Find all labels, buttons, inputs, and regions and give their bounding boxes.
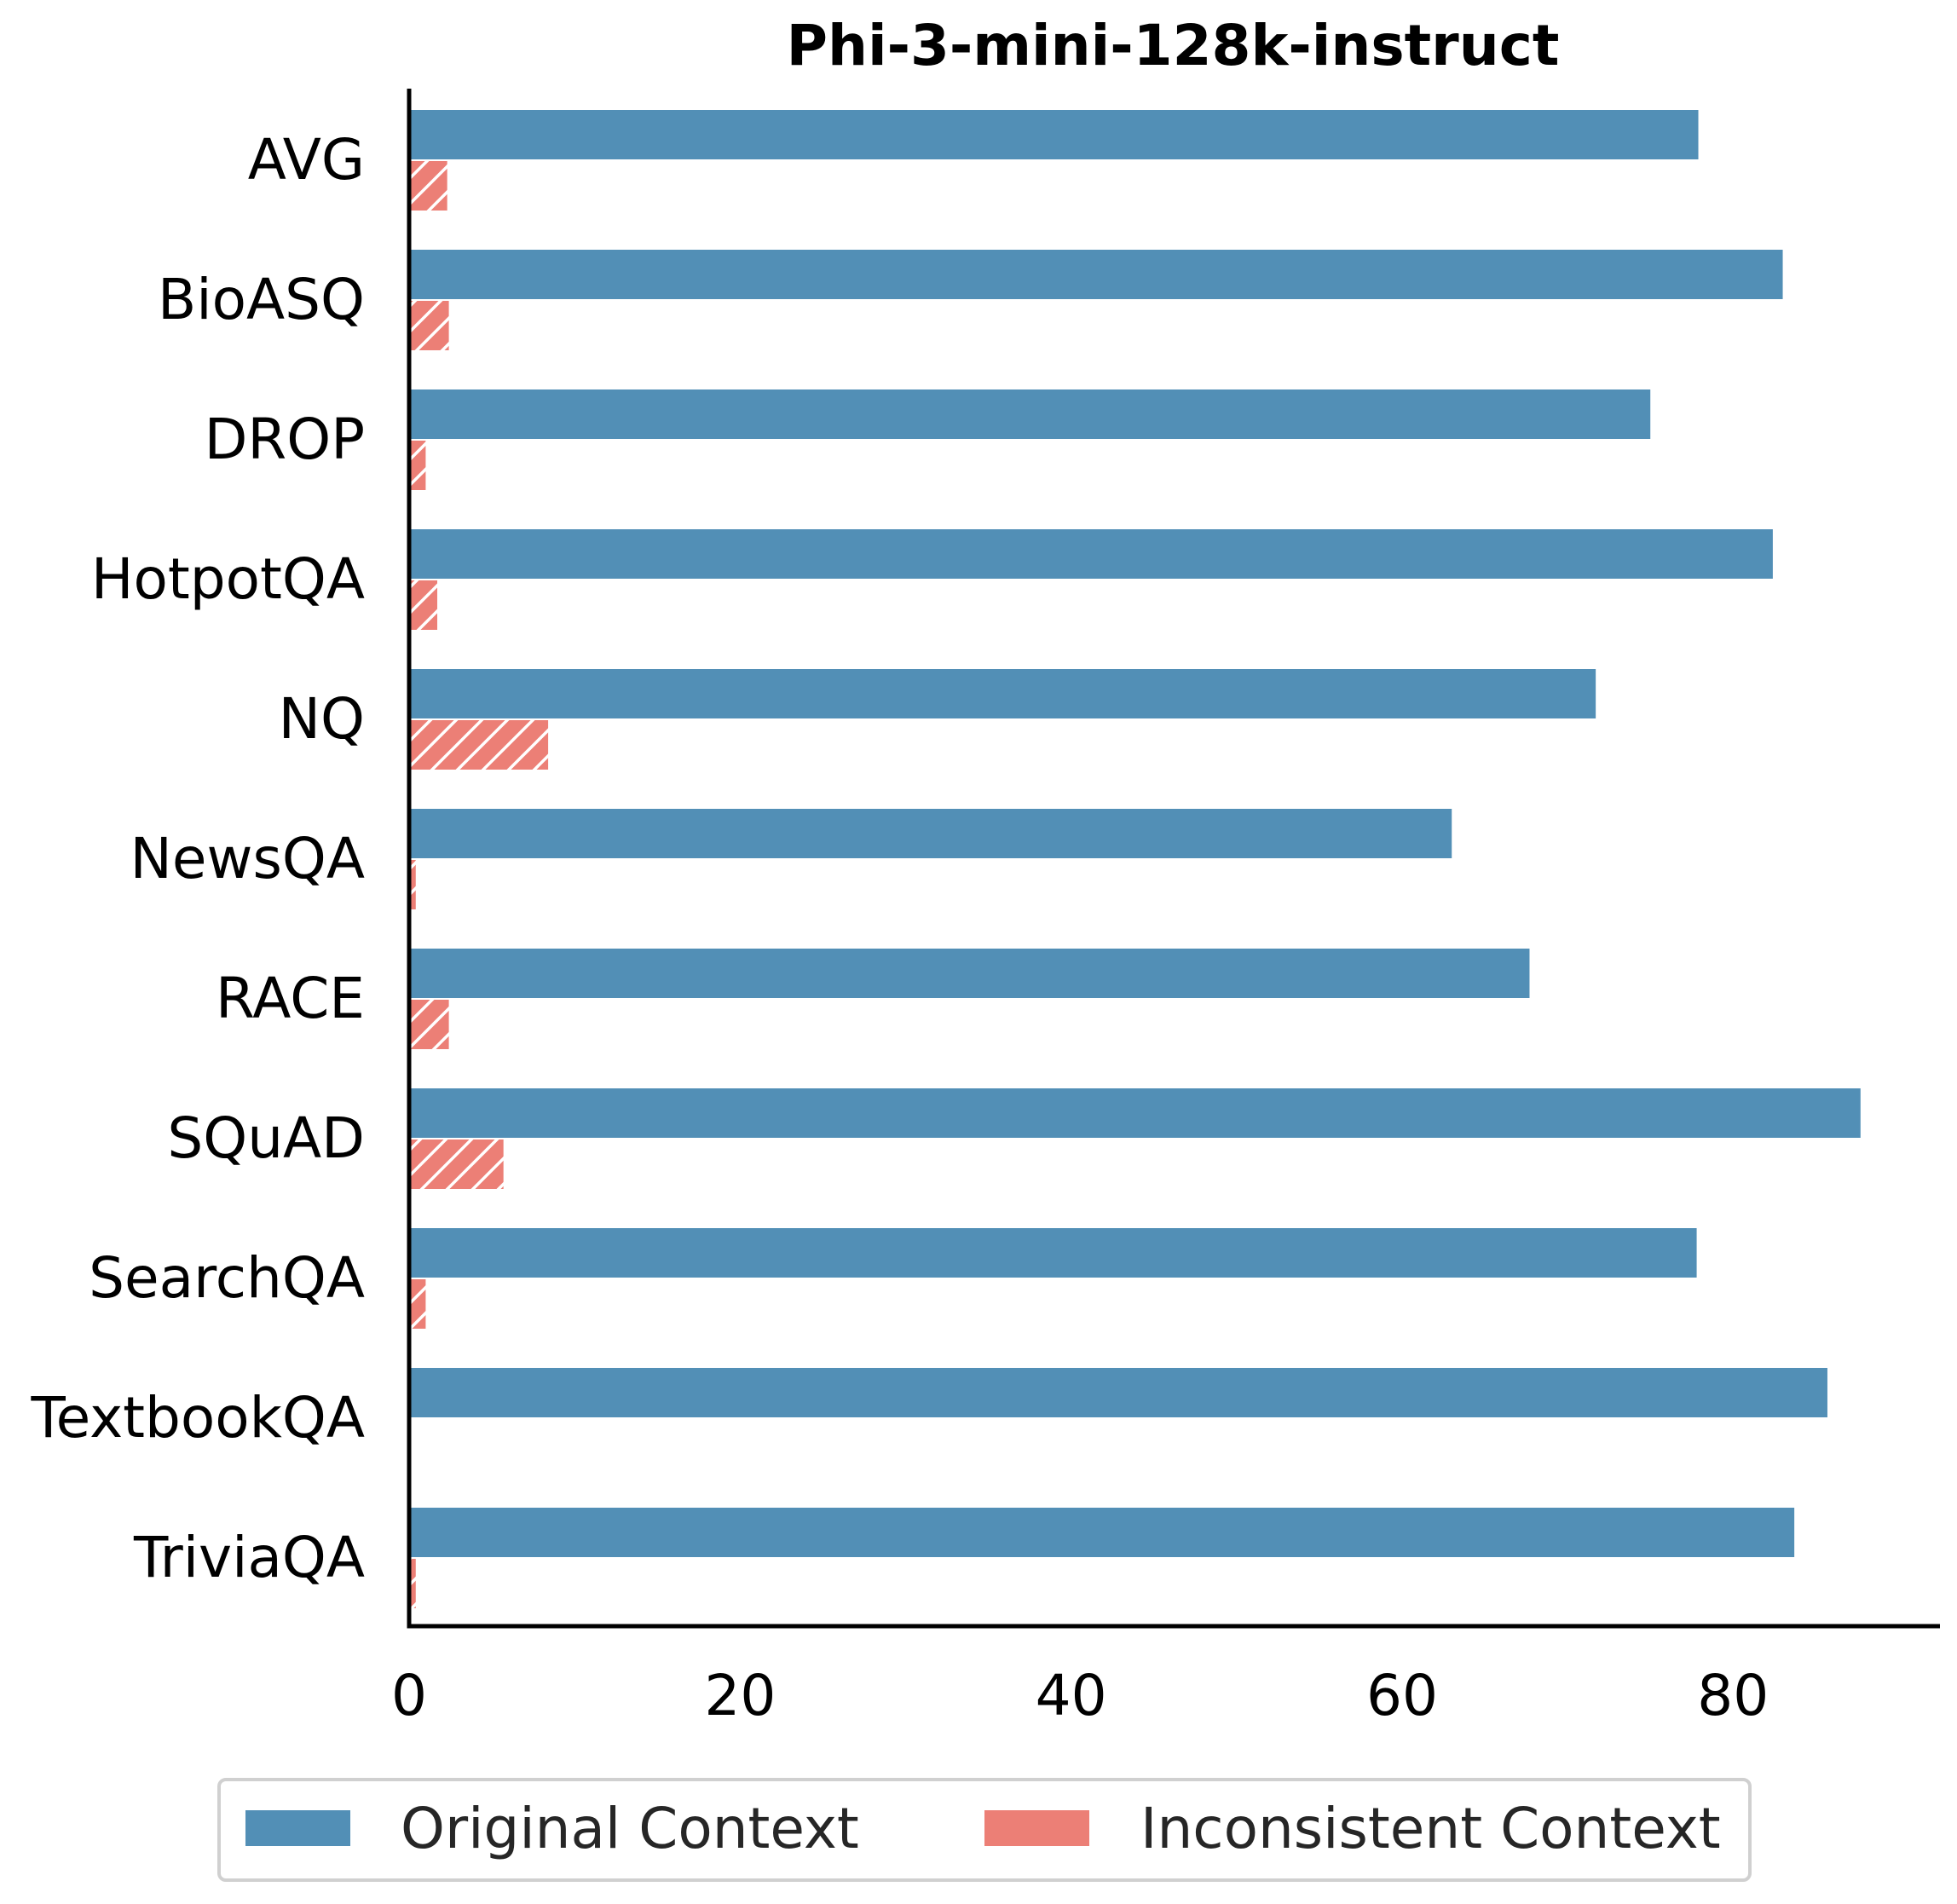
legend: Original Context Inconsistent Context [217,1778,1752,1882]
y-tick-label: NewsQA [130,826,365,891]
bar-original-squad [409,1088,1861,1138]
x-tick-label: 20 [704,1663,776,1728]
bar-inconsistent-nq [409,720,549,770]
y-tick-label: HotpotQA [91,546,365,612]
y-tick-label: TriviaQA [133,1525,365,1590]
bar-original-textbookqa [409,1368,1827,1417]
bar-original-hotpotqa [409,529,1773,579]
y-tick-label: TextbookQA [31,1385,365,1451]
x-tick-label: 60 [1366,1663,1438,1728]
x-tick-label: 40 [1036,1663,1107,1728]
bar-inconsistent-race [409,1000,449,1049]
chart-title: Phi-3-mini-128k-instruct [787,13,1560,78]
bar-original-searchqa [409,1228,1697,1278]
axes-layer: AVG BioASQ DROP HotpotQA NQ NewsQA RACE SQuAD Se… [31,89,1940,1728]
y-tick-label: RACE [216,966,365,1031]
bar-original-drop [409,389,1651,439]
y-tick-label: SQuAD [167,1105,365,1171]
x-tick-label: 80 [1697,1663,1769,1728]
legend-label-inconsistent: Inconsistent Context [1140,1796,1721,1861]
y-tick-label: AVG [248,127,365,193]
bar-inconsistent-hotpotqa [409,580,438,630]
bar-inconsistent-triviaqa [409,1559,416,1608]
legend-swatch-inconsistent [984,1810,1089,1846]
bars-layer [409,110,1861,1608]
bar-inconsistent-searchqa [409,1279,426,1329]
bar-inconsistent-squad [409,1140,504,1189]
legend-label-original: Original Context [401,1796,859,1861]
legend-swatch-original [245,1810,350,1846]
bar-original-race [409,949,1530,998]
bar-inconsistent-newsqa [409,860,416,909]
bar-inconsistent-avg [409,161,447,211]
x-tick-label: 0 [391,1663,427,1728]
bar-inconsistent-bioasq [409,301,449,350]
y-tick-label: DROP [205,407,365,472]
bar-original-avg [409,110,1699,159]
bar-original-triviaqa [409,1508,1795,1557]
bar-original-bioasq [409,250,1783,299]
bar-original-newsqa [409,809,1452,858]
y-tick-label: NQ [279,686,365,752]
y-tick-label: BioASQ [158,267,365,332]
bar-original-nq [409,669,1596,718]
y-tick-label: SearchQA [89,1245,365,1311]
bar-inconsistent-drop [409,441,426,490]
